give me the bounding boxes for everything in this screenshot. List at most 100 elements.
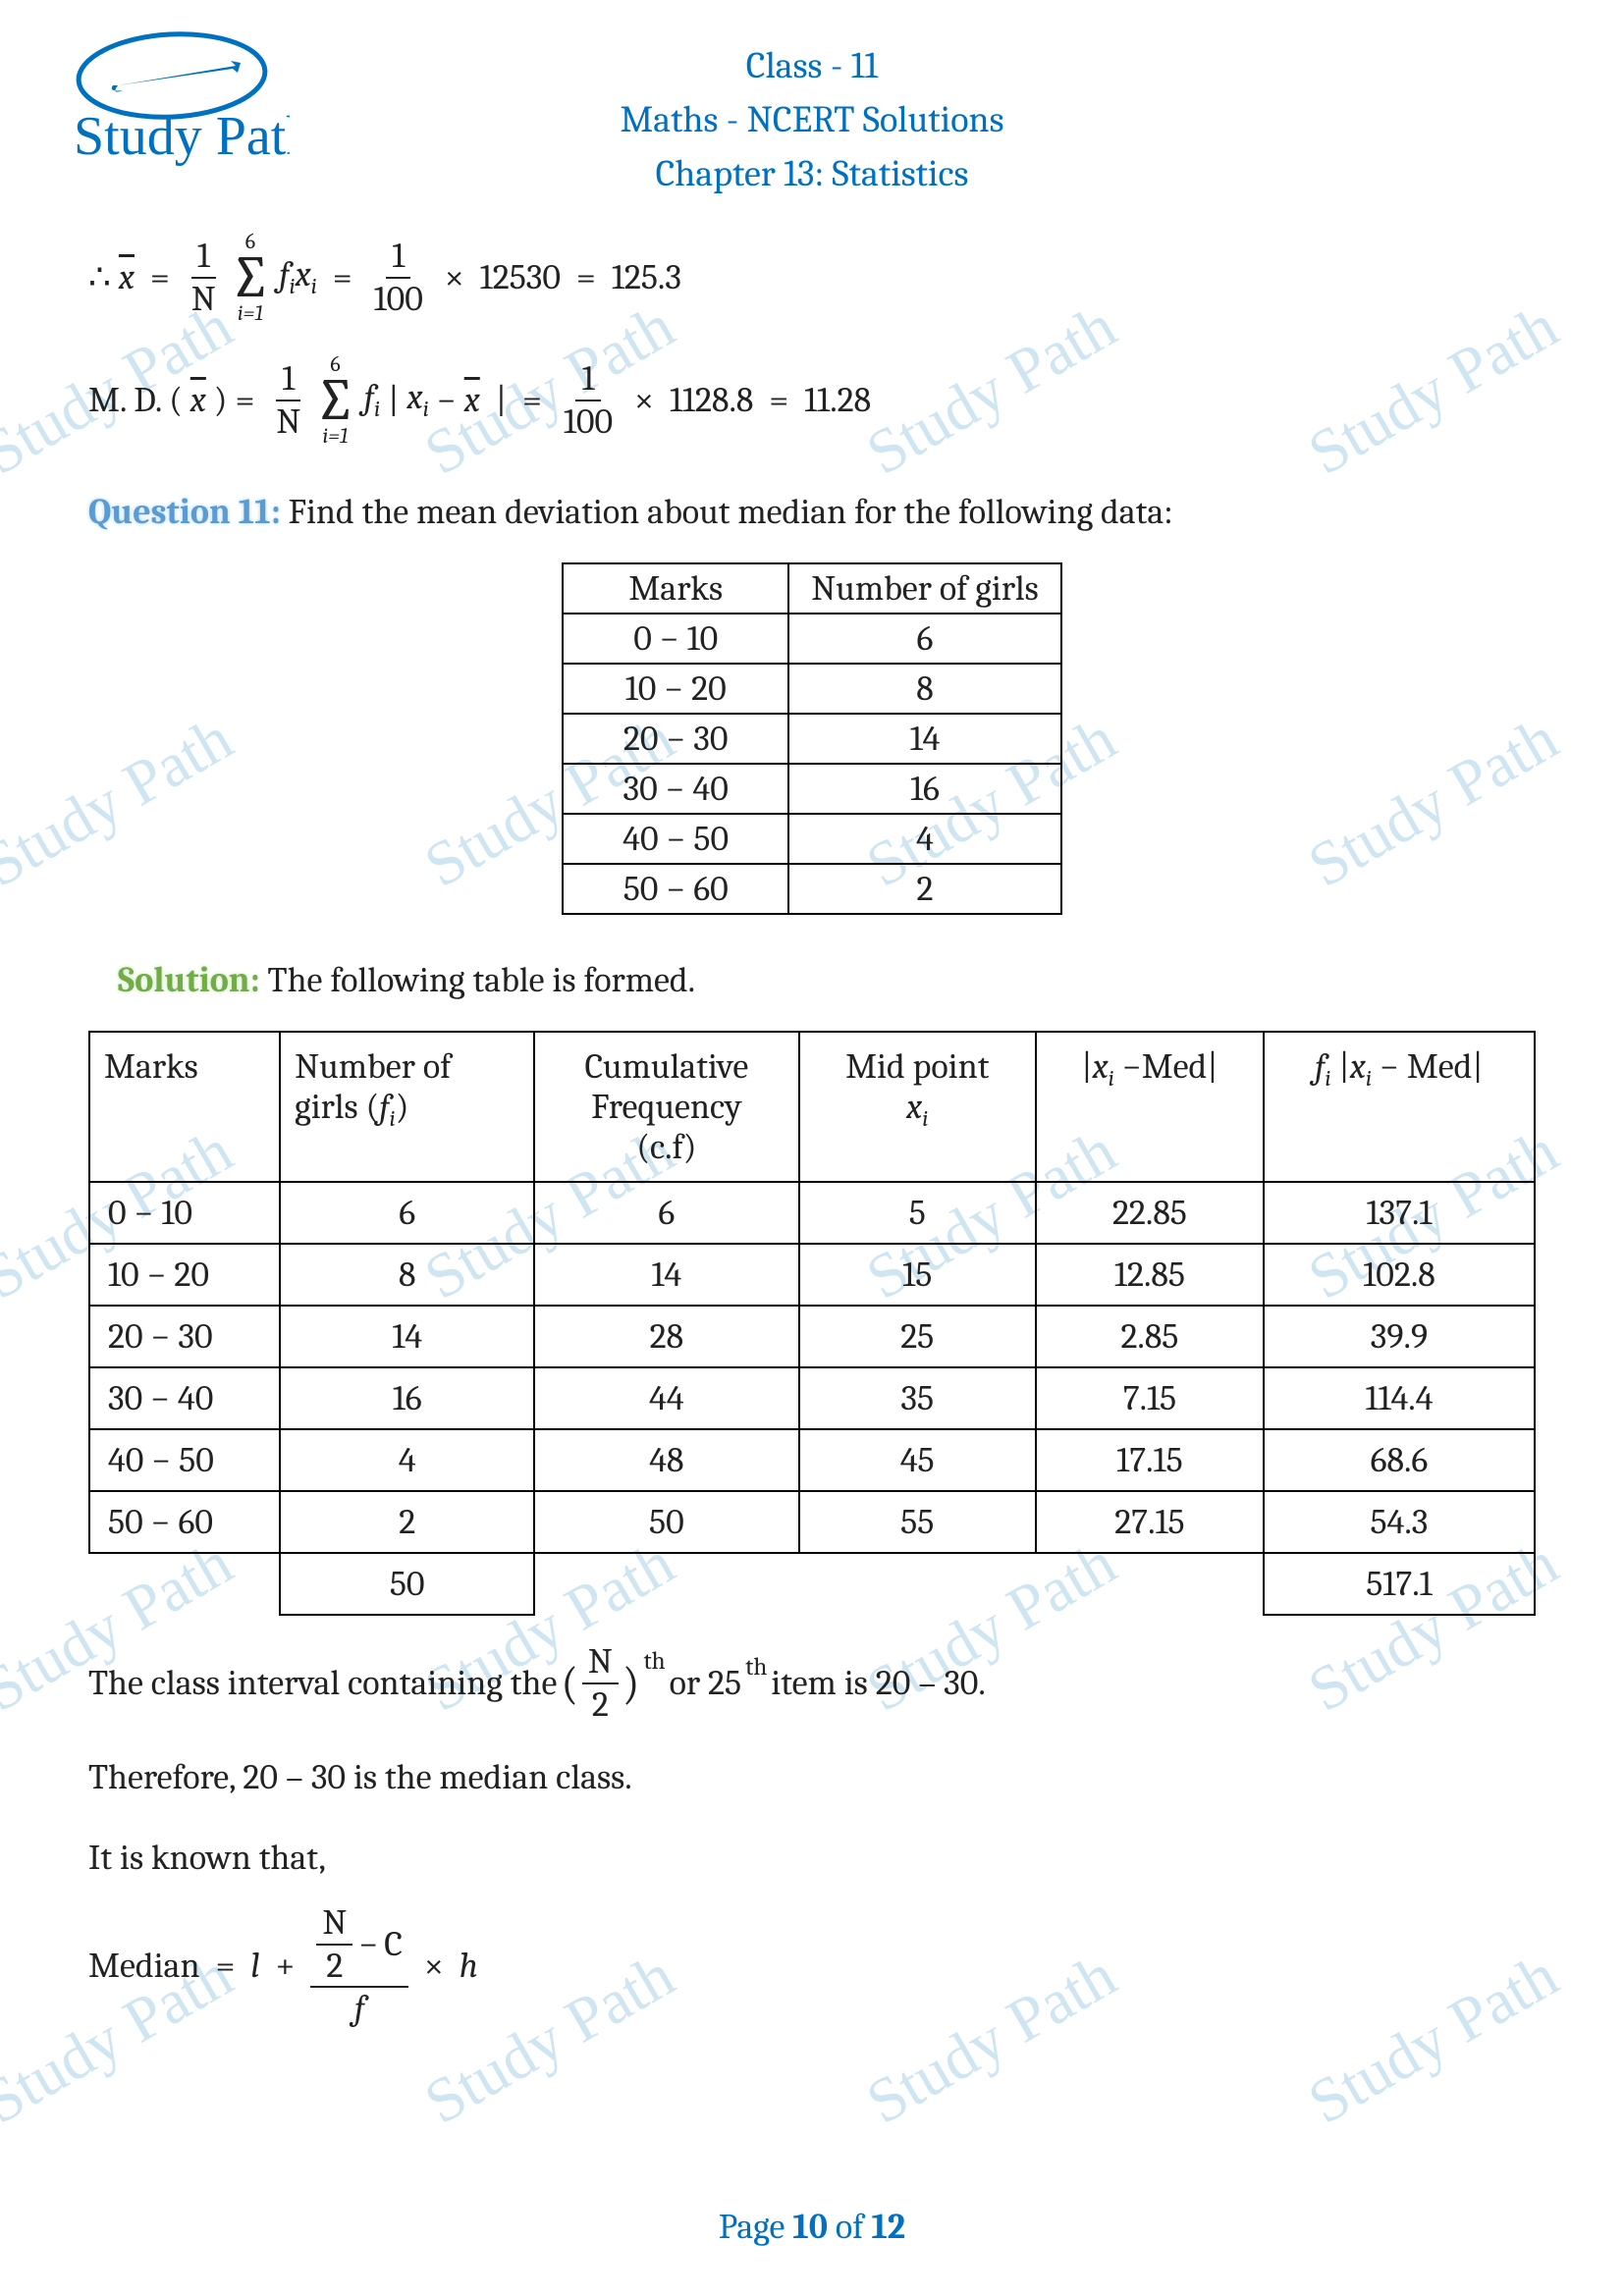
table-cell: 2.85 (1036, 1306, 1264, 1367)
table-cell: 30 − 40 (563, 764, 788, 814)
table-cell: 40 − 50 (563, 814, 788, 864)
frac-den: N (270, 401, 306, 441)
table-header: Number ofgirls (fi) (280, 1032, 534, 1182)
table-row: 50 − 602505527.1554.3 (89, 1491, 1535, 1553)
superscript: th (745, 1649, 767, 1686)
question-label: Question 11: (88, 492, 281, 532)
table-cell: 4 (280, 1429, 534, 1491)
table-cell: 6 (534, 1182, 798, 1244)
table-cell: 517.1 (1264, 1553, 1535, 1615)
table-cell: 0 − 10 (563, 614, 788, 664)
table-cell: 8 (280, 1244, 534, 1306)
table-cell: 10 − 20 (563, 664, 788, 714)
frac-num: 1 (276, 360, 300, 401)
data-table-1: MarksNumber of girls 0 − 106 10 − 208 20… (562, 562, 1062, 915)
header-chapter: Chapter 13: Statistics (88, 147, 1536, 201)
table-header: |xi −Med| (1036, 1032, 1264, 1182)
table-row: 50517.1 (89, 1553, 1535, 1615)
footer-prefix: Page (719, 2207, 792, 2247)
table-header: fi |xi − Med| (1264, 1032, 1535, 1182)
text-span: The class interval containing the (88, 1657, 557, 1710)
table-cell: 8 (788, 664, 1061, 714)
table-cell: 35 (799, 1367, 1036, 1429)
table-cell: 55 (799, 1491, 1036, 1553)
table-row: 0 − 106 (563, 614, 1061, 664)
table-cell: 50 (534, 1491, 798, 1553)
table-cell: 14 (534, 1244, 798, 1306)
table-row: 30 − 4016 (563, 764, 1061, 814)
frac-num: N (316, 1904, 352, 1946)
table-cell: 5 (799, 1182, 1036, 1244)
table-cell: 0 − 10 (89, 1182, 280, 1244)
table-cell: 50 − 60 (563, 864, 788, 914)
table-row: Marks Number ofgirls (fi) CumulativeFreq… (89, 1032, 1535, 1182)
body-text: The class interval containing the ( N2 )… (88, 1643, 1536, 1724)
frac-num: N (582, 1643, 619, 1684)
eq-value: 1128.8 (670, 383, 753, 418)
sigma: 6∑i=1 (314, 353, 355, 447)
text-span: item is 20 – 30. (771, 1657, 985, 1710)
table-cell: 137.1 (1264, 1182, 1535, 1244)
table-header: CumulativeFrequency(c.f) (534, 1032, 798, 1182)
solution-text: The following table is formed. (260, 960, 695, 1000)
table-cell: 40 − 50 (89, 1429, 280, 1491)
table-cell: 44 (534, 1367, 798, 1429)
body-text: It is known that, (88, 1832, 1536, 1885)
text-span: or 25 (670, 1657, 742, 1710)
table-row: 10 − 208141512.85102.8 (89, 1244, 1535, 1306)
page-header: Class - 11 Maths - NCERT Solutions Chapt… (88, 39, 1536, 201)
table-row: 10 − 208 (563, 664, 1061, 714)
table-cell: 54.3 (1264, 1491, 1535, 1553)
table-cell: 16 (280, 1367, 534, 1429)
table-cell: 68.6 (1264, 1429, 1535, 1491)
frac-den: 2 (320, 1946, 349, 1985)
page-footer: Page 10 of 12 (0, 2207, 1624, 2247)
header-subject: Maths - NCERT Solutions (88, 93, 1536, 147)
table-cell: 45 (799, 1429, 1036, 1491)
body-text: Therefore, 20 – 30 is the median class. (88, 1751, 1536, 1804)
table-cell: 17.15 (1036, 1429, 1264, 1491)
frac-num: 1 (386, 238, 410, 279)
table-cell: 6 (788, 614, 1061, 664)
table-cell: 14 (280, 1306, 534, 1367)
frac-den: 100 (368, 279, 429, 318)
solution-paragraph: Solution: The following table is formed. (118, 954, 1536, 1007)
page-total: 12 (871, 2207, 905, 2247)
table-cell: 28 (534, 1306, 798, 1367)
table-row: 30 − 401644357.15114.4 (89, 1367, 1535, 1429)
table-row: 20 − 3014 (563, 714, 1061, 764)
table-cell: 114.4 (1264, 1367, 1535, 1429)
question-paragraph: Question 11: Find the mean deviation abo… (88, 486, 1536, 539)
eq-result: 11.28 (804, 383, 871, 418)
page-current: 10 (792, 2207, 828, 2247)
table-cell: 50 − 60 (89, 1491, 280, 1553)
table-cell: 14 (788, 714, 1061, 764)
table-row: MarksNumber of girls (563, 563, 1061, 614)
table-header: Marks (563, 563, 788, 614)
frac-den: 2 (586, 1684, 615, 1724)
table-cell: 15 (799, 1244, 1036, 1306)
table-row: 40 − 504 (563, 814, 1061, 864)
table-row: 50 − 602 (563, 864, 1061, 914)
table-cell: 12.85 (1036, 1244, 1264, 1306)
frac-den: 100 (558, 401, 619, 441)
median-l: l (250, 1949, 259, 1984)
frac-num: 1 (575, 360, 600, 401)
table-cell: 2 (788, 864, 1061, 914)
frac-den: f (349, 1988, 370, 2027)
table-cell: 2 (280, 1491, 534, 1553)
solution-table: Marks Number ofgirls (fi) CumulativeFreq… (88, 1031, 1536, 1616)
header-class: Class - 11 (88, 39, 1536, 93)
footer-of: of (828, 2207, 871, 2247)
median-label: Median (88, 1949, 200, 1984)
eq-prefix: ∴ (88, 260, 111, 295)
equation-median: Median = l + N2 − C f × h (88, 1904, 1536, 2027)
table-cell: 22.85 (1036, 1182, 1264, 1244)
equation-mean: ∴ x = 1N 6∑i=1 fixi = 1100 × 12530 = 125… (88, 231, 1536, 324)
frac-c: C (384, 1926, 403, 1963)
table-cell: 7.15 (1036, 1367, 1264, 1429)
table-cell: 27.15 (1036, 1491, 1264, 1553)
table-header: Marks (89, 1032, 280, 1182)
eq-value: 12530 (480, 260, 561, 295)
table-cell: 10 − 20 (89, 1244, 280, 1306)
